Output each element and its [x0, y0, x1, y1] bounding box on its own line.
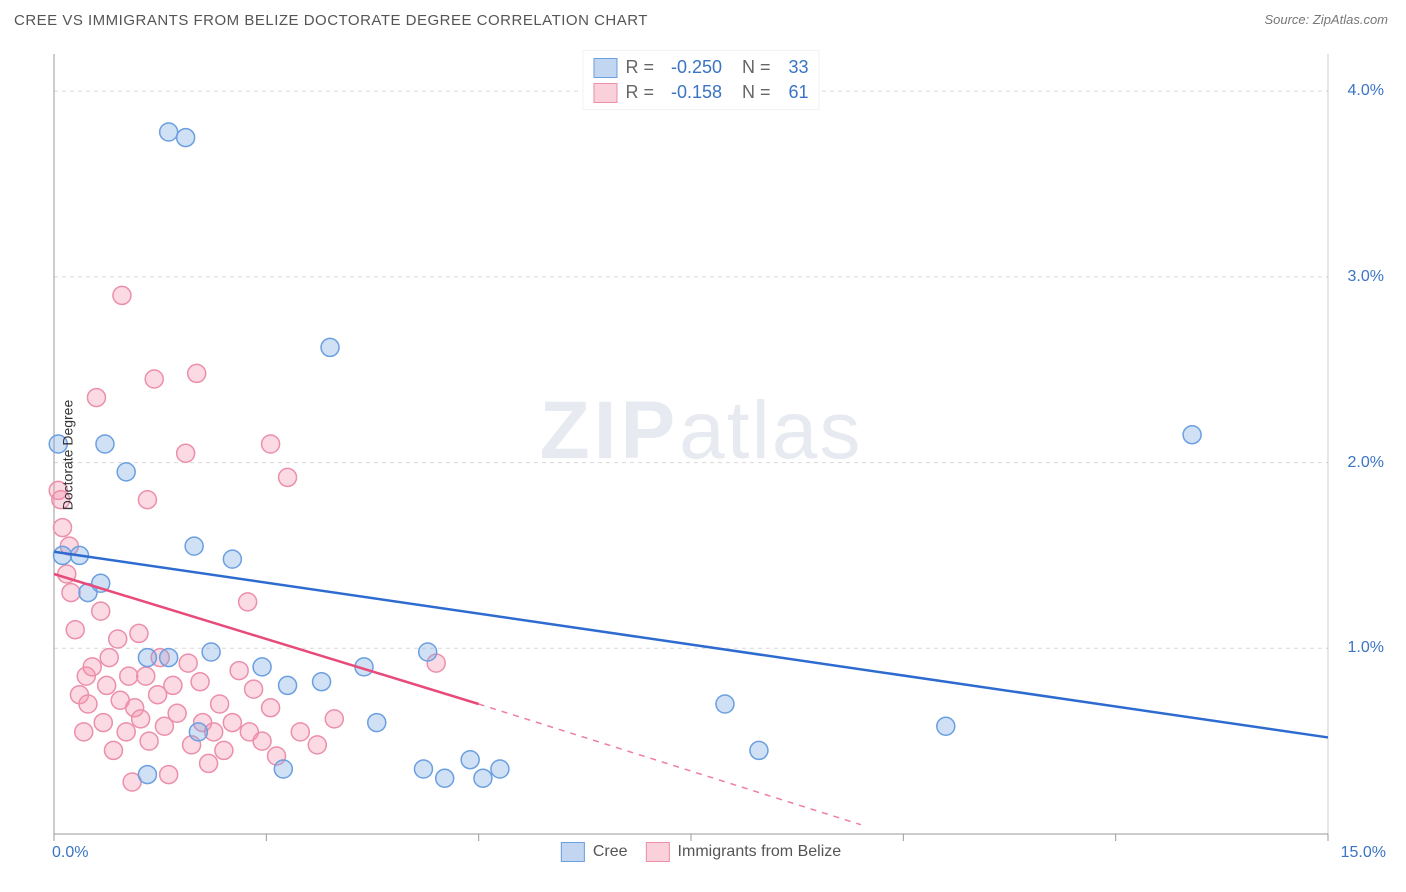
legend-bottom: Cree Immigrants from Belize [561, 842, 841, 862]
x-axis-max-label: 15.0% [1341, 844, 1386, 862]
legend-label: Cree [593, 843, 628, 861]
n-label: N = [742, 57, 771, 78]
legend-item: Immigrants from Belize [646, 842, 842, 862]
scatter-plot [14, 48, 1388, 862]
legend-top: R = -0.250 N = 33 R = -0.158 N = 61 [582, 50, 819, 110]
y-tick-label: 4.0% [1348, 82, 1384, 100]
x-axis-min-label: 0.0% [52, 844, 88, 862]
legend-stat-row: R = -0.250 N = 33 [593, 55, 808, 80]
r-value: -0.250 [662, 57, 722, 78]
legend-label: Immigrants from Belize [678, 843, 842, 861]
y-tick-label: 3.0% [1348, 268, 1384, 286]
chart-container: Doctorate Degree ZIPatlas R =-0.250N =33… [14, 48, 1388, 862]
legend-swatch [593, 83, 617, 103]
y-axis-label: Doctorate Degree [59, 400, 75, 511]
page-title: CREE VS IMMIGRANTS FROM BELIZE DOCTORATE… [14, 12, 648, 29]
legend-swatch [646, 842, 670, 862]
n-value: 61 [779, 82, 809, 103]
r-label: R = [625, 82, 654, 103]
n-label: N = [742, 82, 771, 103]
legend-item: Cree [561, 842, 628, 862]
y-tick-label: 1.0% [1348, 639, 1384, 657]
legend-stat-row: R = -0.158 N = 61 [593, 80, 808, 105]
n-value: 33 [779, 57, 809, 78]
source-label: Source: ZipAtlas.com [1264, 12, 1388, 27]
r-value: -0.158 [662, 82, 722, 103]
legend-swatch [593, 58, 617, 78]
r-label: R = [625, 57, 654, 78]
y-tick-label: 2.0% [1348, 454, 1384, 472]
legend-swatch [561, 842, 585, 862]
